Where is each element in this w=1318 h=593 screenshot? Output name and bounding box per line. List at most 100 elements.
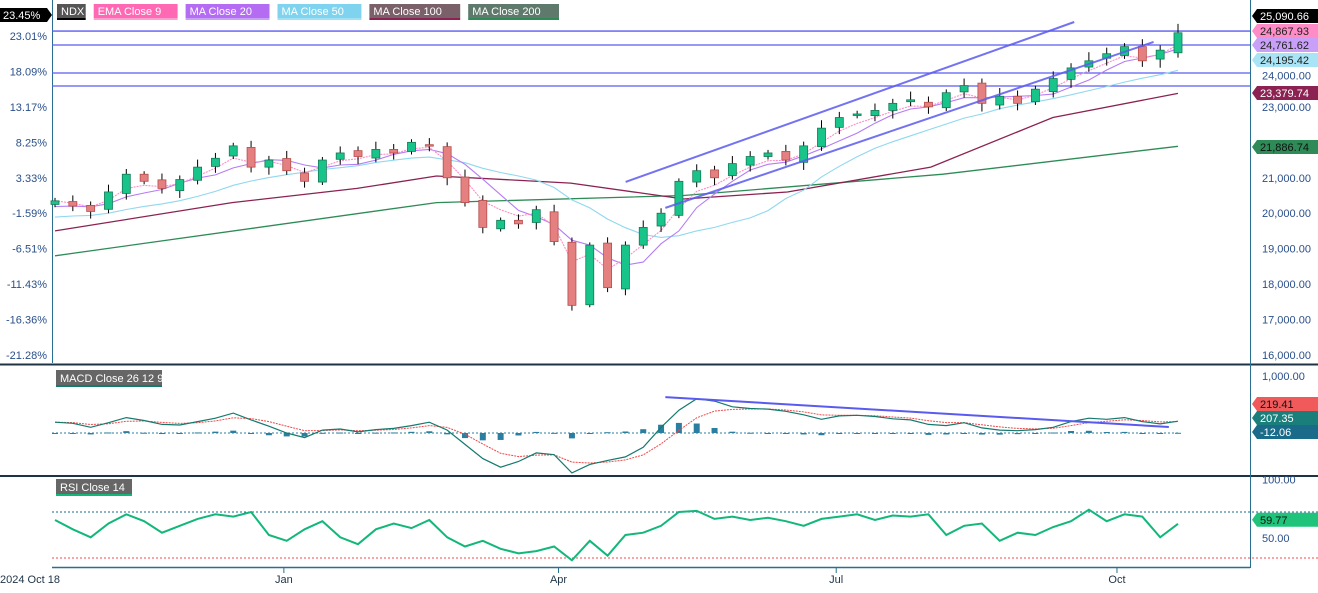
macd-histogram-bar	[836, 433, 843, 434]
candle	[1030, 85, 1040, 105]
rsi-value-tag: 59.77	[1252, 512, 1318, 527]
rsi-pane[interactable]	[52, 508, 1318, 562]
macd-histogram-bar	[230, 430, 237, 433]
macd-histogram-bar	[1121, 431, 1128, 433]
candle-body	[1066, 67, 1076, 80]
candle-body	[621, 244, 630, 290]
candle	[817, 120, 826, 151]
candle-body	[335, 152, 345, 160]
percent-tick-label: -11.43%	[7, 279, 47, 291]
candle	[460, 169, 470, 207]
macd-histogram-bar	[265, 433, 272, 436]
candle	[549, 204, 559, 246]
candle-body	[603, 242, 612, 289]
macd-histogram-bar	[479, 433, 486, 441]
macd-histogram-bar	[1139, 433, 1146, 434]
macd-histogram-bar	[658, 424, 665, 433]
candle	[710, 165, 719, 186]
candle-body	[371, 149, 381, 159]
legend-label: MA Close 50	[282, 6, 344, 18]
candle-body	[442, 146, 452, 179]
candle	[781, 144, 791, 166]
candle-body	[888, 102, 898, 111]
macd-value-tag-bg	[1252, 397, 1318, 411]
legend-swatch	[185, 4, 270, 18]
candle	[317, 157, 327, 186]
macd-histogram-bar	[426, 431, 433, 433]
candle	[282, 150, 292, 175]
macd-histogram-bar	[1032, 433, 1039, 434]
ma200-line	[54, 145, 1179, 257]
ema9-line	[54, 44, 1179, 270]
macd-histogram-bar	[907, 433, 914, 434]
macd-histogram-bar	[1157, 433, 1164, 435]
percent-tick-label: 8.25%	[16, 137, 47, 149]
price-value-tag: 24,195.42	[1252, 53, 1318, 67]
rsi-title-underline	[56, 494, 132, 496]
candle	[86, 201, 96, 219]
percent-tick-label: 23.01%	[10, 31, 48, 43]
macd-histogram-bar	[212, 431, 219, 433]
candle-body	[68, 201, 78, 207]
macd-histogram-bar	[497, 433, 504, 440]
candle-body	[745, 156, 755, 166]
price-value-tag: 25,090.66	[1252, 9, 1318, 23]
candle	[852, 110, 862, 119]
candle-body	[353, 150, 363, 157]
candle-body	[710, 169, 719, 179]
macd-histogram-bar	[123, 431, 130, 433]
macd-histogram-bar	[640, 429, 647, 433]
candle-body	[175, 179, 185, 192]
macd-histogram-bar	[800, 433, 807, 435]
candle-body	[567, 241, 577, 306]
candle	[585, 242, 595, 308]
macd-histogram-bar	[176, 433, 183, 434]
price-pane[interactable]	[50, 21, 1250, 311]
candle-body	[514, 219, 523, 225]
candle	[531, 205, 541, 230]
price-value-tag-text: 23,379.74	[1260, 88, 1309, 100]
macd-pane[interactable]	[52, 396, 1181, 474]
candle	[193, 159, 203, 185]
macd-histogram-bar	[711, 427, 718, 433]
candle-body	[496, 219, 506, 230]
rsi-title: RSI Close 14	[60, 482, 125, 494]
macd-histogram-bar	[105, 432, 112, 434]
candle	[656, 208, 666, 232]
percent-current-tag-text: 23.45%	[3, 10, 41, 22]
price-value-tag-bg	[1252, 9, 1318, 23]
rsi-title-tag: RSI Close 14	[56, 479, 132, 496]
macd-value-tag-bg	[1252, 425, 1318, 439]
candle-body	[995, 95, 1005, 106]
macd-histogram-bar	[782, 433, 789, 434]
macd-histogram-bar	[961, 433, 968, 434]
percent-tick-label: 18.09%	[10, 66, 48, 78]
candle-body	[1030, 88, 1040, 103]
legend-item: MA Close 20	[185, 4, 270, 20]
macd-histogram-bar	[818, 433, 825, 436]
candle	[995, 87, 1005, 110]
macd-trendline	[665, 396, 1169, 429]
candle-body	[852, 113, 862, 116]
candle	[888, 98, 898, 119]
macd-histogram-bar	[461, 433, 468, 439]
candle	[442, 142, 452, 186]
macd-value-tag: -12.06	[1252, 425, 1318, 439]
ma50-line	[54, 69, 1179, 238]
macd-histogram-bar	[390, 432, 397, 434]
legend-swatch	[277, 4, 362, 18]
candle-body	[460, 176, 470, 203]
price-tick-label: 20,000.00	[1262, 208, 1311, 220]
candle-body	[834, 117, 844, 128]
x-tick-label: Jul	[829, 574, 843, 586]
candle	[1137, 39, 1147, 67]
candle-body	[246, 147, 256, 168]
candle-body	[941, 92, 951, 109]
macd-histogram-bar	[372, 432, 379, 434]
candle	[175, 175, 185, 198]
candle-body	[104, 191, 113, 210]
price-value-tag-text: 24,761.62	[1260, 40, 1309, 52]
macd-histogram-bar	[925, 433, 932, 435]
candle-body	[1013, 95, 1022, 104]
